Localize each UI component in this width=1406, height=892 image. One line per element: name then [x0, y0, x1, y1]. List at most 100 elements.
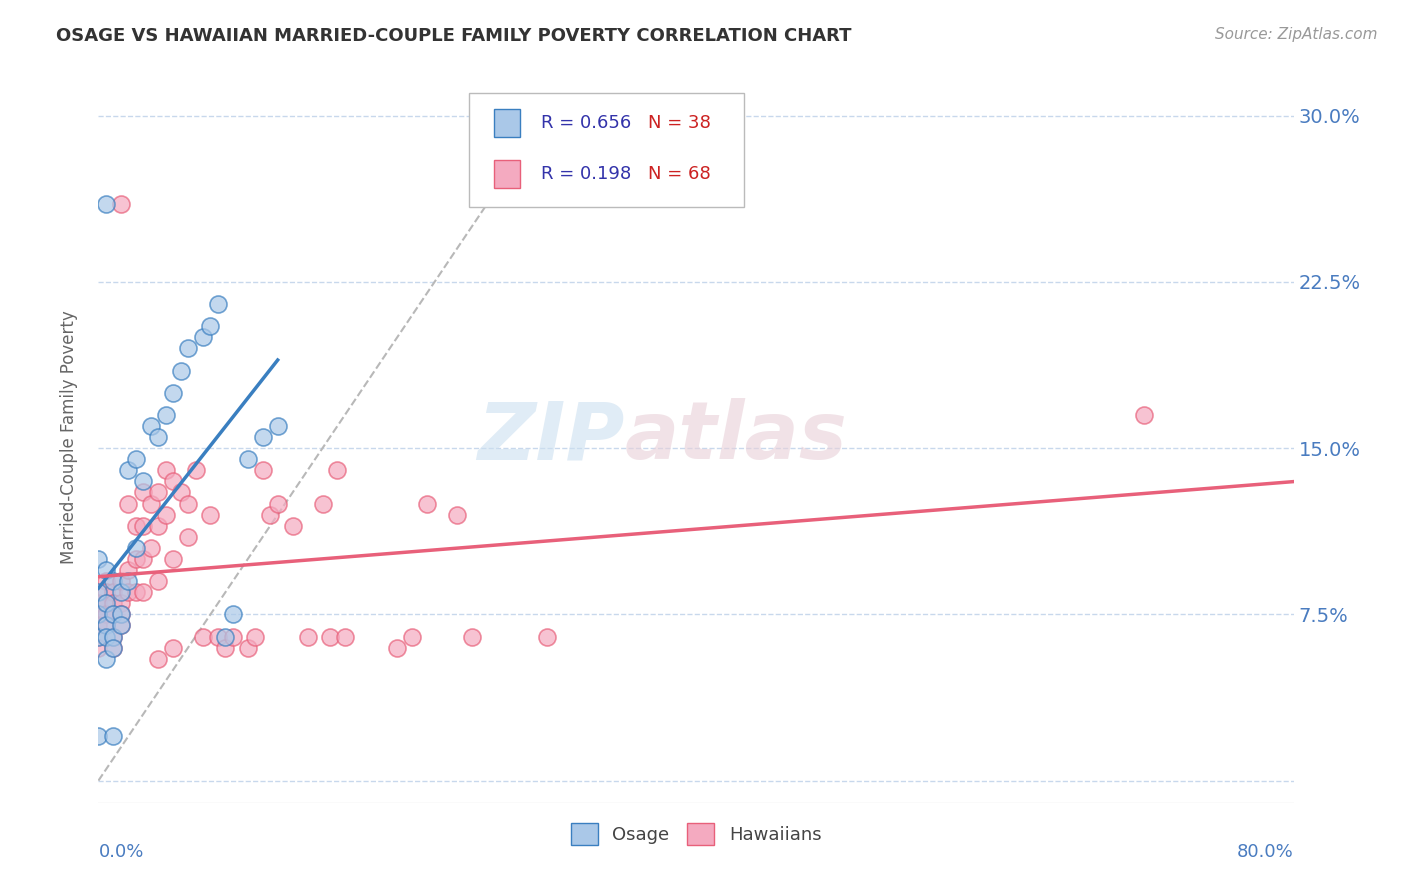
- Point: [162, 385, 184, 400]
- Point: [87, 607, 110, 622]
- Point: [177, 530, 200, 544]
- Point: [94, 630, 117, 644]
- Point: [214, 630, 236, 644]
- Point: [117, 497, 139, 511]
- Point: [155, 508, 177, 522]
- Point: [94, 563, 117, 577]
- Point: [148, 485, 170, 500]
- Point: [177, 342, 200, 356]
- Point: [125, 552, 148, 566]
- Point: [94, 585, 117, 599]
- Point: [236, 640, 259, 655]
- Point: [416, 497, 439, 511]
- Point: [87, 596, 110, 610]
- Point: [200, 319, 222, 334]
- Point: [132, 552, 155, 566]
- Point: [110, 607, 132, 622]
- Point: [87, 618, 110, 632]
- Point: [236, 452, 259, 467]
- Point: [222, 630, 245, 644]
- Point: [281, 518, 304, 533]
- Point: [103, 574, 125, 589]
- Point: [446, 508, 468, 522]
- FancyBboxPatch shape: [470, 94, 744, 207]
- Point: [87, 630, 110, 644]
- Point: [214, 640, 236, 655]
- Point: [155, 463, 177, 477]
- Point: [103, 630, 125, 644]
- Point: [103, 640, 125, 655]
- Point: [297, 630, 319, 644]
- Point: [94, 618, 117, 632]
- Point: [169, 485, 191, 500]
- Point: [94, 607, 117, 622]
- Text: atlas: atlas: [624, 398, 846, 476]
- Point: [401, 630, 423, 644]
- Point: [87, 640, 110, 655]
- Point: [110, 197, 132, 211]
- Point: [162, 640, 184, 655]
- Point: [87, 585, 110, 599]
- Point: [132, 485, 155, 500]
- Point: [222, 607, 245, 622]
- Point: [125, 452, 148, 467]
- Point: [252, 430, 274, 444]
- Point: [162, 552, 184, 566]
- Point: [117, 574, 139, 589]
- Point: [125, 585, 148, 599]
- Point: [245, 630, 267, 644]
- Point: [110, 585, 132, 599]
- Text: R = 0.198: R = 0.198: [541, 165, 631, 183]
- Point: [184, 463, 207, 477]
- Point: [94, 574, 117, 589]
- Point: [117, 585, 139, 599]
- Point: [319, 630, 342, 644]
- Point: [110, 607, 132, 622]
- Point: [94, 596, 117, 610]
- Point: [1133, 408, 1156, 422]
- Point: [87, 552, 110, 566]
- Point: [148, 574, 170, 589]
- Point: [177, 497, 200, 511]
- Legend: Osage, Hawaiians: Osage, Hawaiians: [564, 816, 828, 852]
- Bar: [494, 161, 520, 188]
- Point: [155, 408, 177, 422]
- Y-axis label: Married-Couple Family Poverty: Married-Couple Family Poverty: [59, 310, 77, 564]
- Point: [103, 607, 125, 622]
- Point: [87, 630, 110, 644]
- Point: [132, 475, 155, 489]
- Text: Source: ZipAtlas.com: Source: ZipAtlas.com: [1215, 27, 1378, 42]
- Point: [148, 518, 170, 533]
- Point: [110, 618, 132, 632]
- Point: [207, 630, 229, 644]
- Point: [110, 618, 132, 632]
- Point: [139, 497, 162, 511]
- Point: [139, 419, 162, 434]
- Point: [94, 651, 117, 665]
- Point: [117, 463, 139, 477]
- Point: [139, 541, 162, 555]
- Point: [148, 430, 170, 444]
- Point: [333, 630, 356, 644]
- Text: N = 38: N = 38: [648, 114, 711, 132]
- Point: [103, 596, 125, 610]
- Point: [148, 651, 170, 665]
- Point: [132, 518, 155, 533]
- Point: [536, 630, 558, 644]
- Point: [110, 596, 132, 610]
- Point: [311, 497, 333, 511]
- Point: [110, 574, 132, 589]
- Point: [200, 508, 222, 522]
- Text: N = 68: N = 68: [648, 165, 711, 183]
- Point: [103, 607, 125, 622]
- Point: [87, 607, 110, 622]
- Bar: [494, 110, 520, 137]
- Point: [94, 596, 117, 610]
- Point: [267, 419, 290, 434]
- Point: [103, 640, 125, 655]
- Text: OSAGE VS HAWAIIAN MARRIED-COUPLE FAMILY POVERTY CORRELATION CHART: OSAGE VS HAWAIIAN MARRIED-COUPLE FAMILY …: [56, 27, 852, 45]
- Text: ZIP: ZIP: [477, 398, 624, 476]
- Point: [326, 463, 349, 477]
- Point: [267, 497, 290, 511]
- Point: [94, 618, 117, 632]
